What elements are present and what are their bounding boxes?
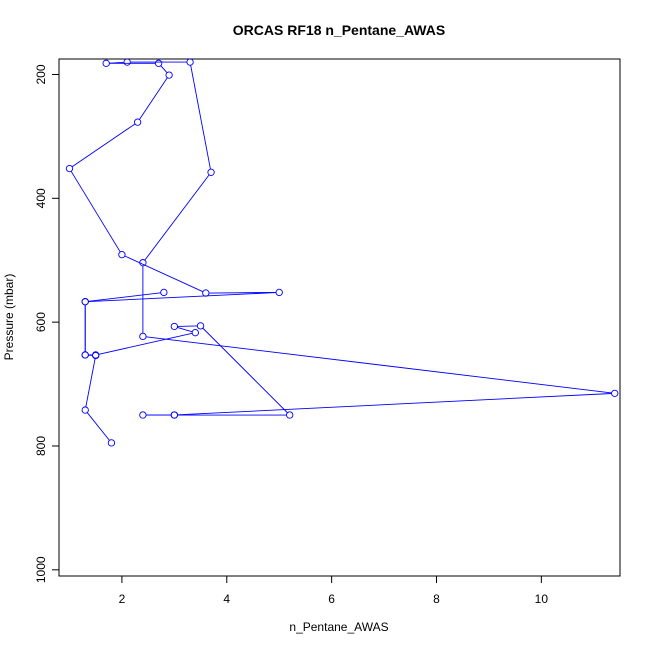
x-axis: 2 4 6 8 10 — [119, 576, 549, 606]
series-segment — [98, 332, 193, 355]
data-point — [170, 411, 178, 419]
data-point — [81, 351, 89, 359]
data-point — [275, 288, 283, 297]
series-segment — [144, 174, 210, 261]
data-point — [107, 439, 116, 447]
series-segment — [88, 292, 161, 302]
data-point — [139, 259, 147, 267]
data-point — [196, 322, 205, 330]
data-point — [123, 59, 131, 66]
x-tick-label: 2 — [119, 592, 126, 606]
plot-frame — [58, 58, 621, 577]
y-tick-label: 400 — [34, 188, 48, 208]
data-point — [207, 168, 215, 176]
series-segment — [86, 412, 110, 441]
x-axis-label: n_Pentane_AWAS — [289, 620, 388, 634]
data-point — [202, 289, 210, 297]
x-tick-label: 10 — [535, 592, 549, 606]
data-point — [286, 411, 294, 419]
y-tick-label: 1000 — [34, 556, 48, 583]
data-point — [191, 329, 199, 337]
data-point — [139, 411, 147, 419]
data-point — [165, 71, 173, 79]
y-axis: 200 400 600 800 1000 — [34, 64, 59, 583]
chart-title: ORCAS RF18 n_Pentane_AWAS — [233, 22, 445, 38]
series-segment — [208, 292, 277, 294]
series-segment — [190, 65, 211, 170]
series-segment — [71, 123, 136, 168]
data-point — [160, 288, 168, 297]
y-tick-label: 200 — [34, 64, 48, 84]
series-segment — [202, 327, 288, 414]
data-point — [611, 389, 619, 397]
series-segment — [109, 61, 124, 64]
y-axis-label: Pressure (mbar) — [2, 274, 16, 361]
data-point — [65, 164, 74, 173]
data-point — [81, 298, 89, 306]
series-segment — [124, 255, 204, 293]
x-tick-label: 8 — [433, 592, 440, 606]
data-point — [133, 118, 142, 126]
data-point — [139, 332, 147, 341]
data-point — [118, 251, 126, 259]
data-point — [170, 322, 178, 331]
data-point — [92, 351, 100, 359]
series-segment — [177, 393, 612, 416]
series-segment — [85, 358, 96, 408]
series-group — [65, 59, 619, 447]
series-segment — [146, 336, 612, 394]
series-segment — [177, 326, 193, 333]
series-layer — [65, 59, 619, 447]
data-point — [102, 59, 110, 67]
data-point — [81, 406, 89, 414]
series-segment — [88, 292, 277, 303]
x-tick-label: 6 — [328, 592, 335, 606]
y-tick-label: 800 — [34, 436, 48, 456]
series-segment — [160, 65, 168, 74]
series-segment — [70, 171, 121, 253]
series-segment — [139, 77, 168, 120]
y-tick-label: 600 — [34, 312, 48, 332]
data-point — [186, 59, 194, 66]
data-point — [154, 59, 163, 67]
x-tick-label: 4 — [223, 592, 230, 606]
